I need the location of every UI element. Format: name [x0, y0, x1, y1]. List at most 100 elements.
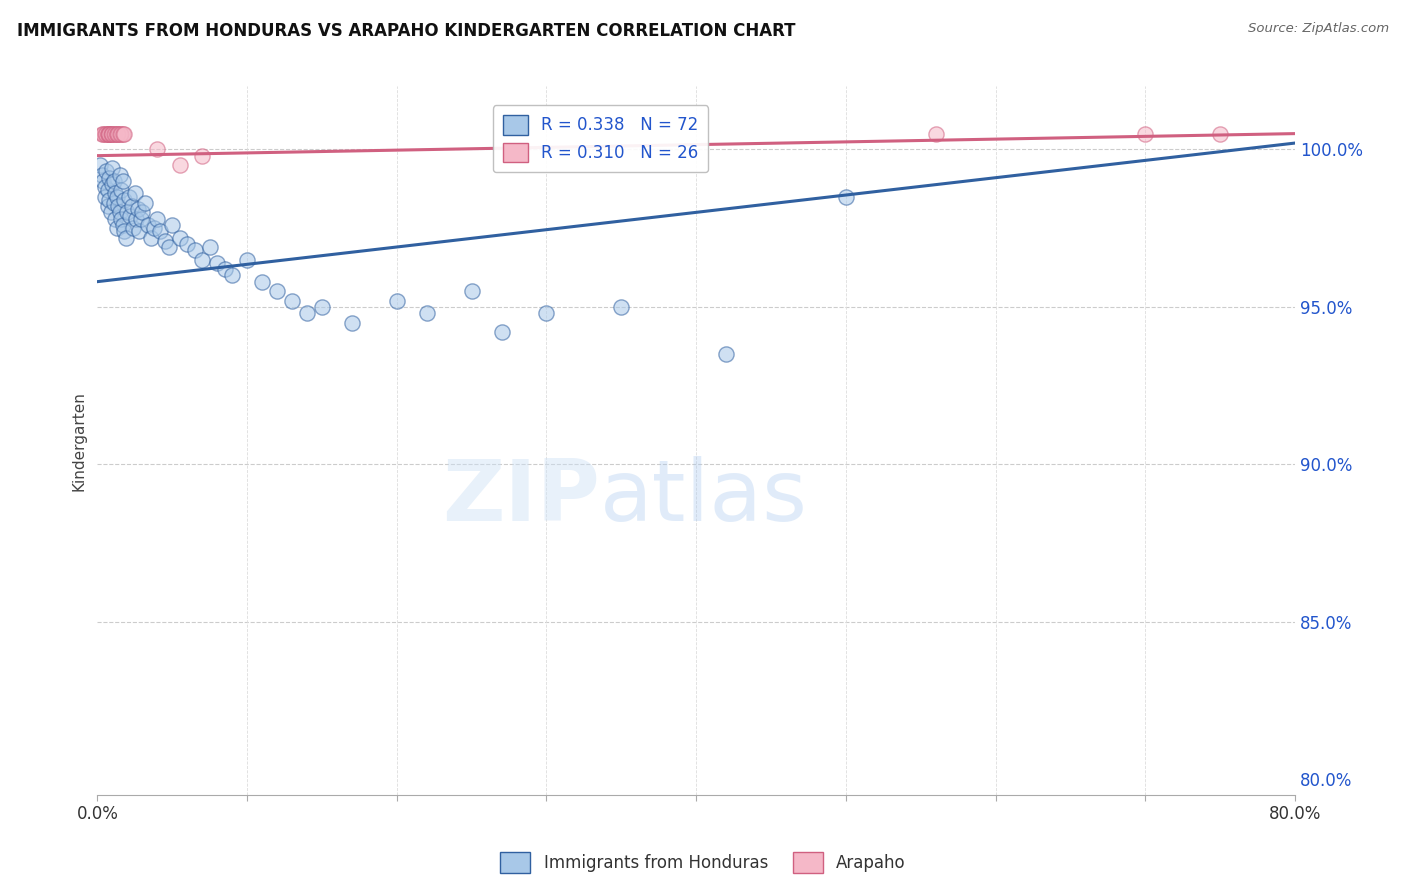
Y-axis label: Kindergarten: Kindergarten [72, 391, 86, 491]
Point [100, 205, 122, 219]
Point [1209, 127, 1232, 141]
Point [198, 240, 221, 254]
Point [108, 168, 131, 182]
Point [124, 186, 146, 201]
Point [97, 183, 120, 197]
Point [108, 205, 131, 219]
Point [107, 199, 129, 213]
Point [105, 189, 128, 203]
Point [221, 268, 243, 283]
Text: IMMIGRANTS FROM HONDURAS VS ARAPAHO KINDERGARTEN CORRELATION CHART: IMMIGRANTS FROM HONDURAS VS ARAPAHO KIND… [17, 22, 796, 40]
Point [153, 234, 176, 248]
Point [112, 193, 135, 207]
Point [149, 224, 172, 238]
Point [122, 221, 145, 235]
Point [169, 158, 191, 172]
Text: ZIP: ZIP [443, 456, 600, 539]
Point [281, 293, 304, 308]
Point [127, 202, 149, 217]
Point [157, 240, 180, 254]
Point [311, 300, 333, 314]
Point [103, 174, 125, 188]
Point [105, 127, 128, 141]
Point [134, 195, 156, 210]
Point [191, 149, 214, 163]
Point [111, 174, 134, 188]
Point [96, 127, 118, 141]
Point [104, 186, 127, 201]
Point [131, 205, 153, 219]
Point [214, 262, 236, 277]
Point [97, 199, 120, 213]
Point [714, 347, 737, 361]
Point [94, 180, 117, 194]
Point [460, 284, 482, 298]
Point [385, 293, 408, 308]
Point [191, 252, 214, 267]
Point [98, 127, 121, 141]
Point [107, 127, 129, 141]
Point [121, 199, 143, 213]
Point [925, 127, 948, 141]
Point [98, 170, 121, 185]
Legend: R = 0.338   N = 72, R = 0.310   N = 26: R = 0.338 N = 72, R = 0.310 N = 26 [492, 105, 709, 172]
Point [89, 158, 111, 172]
Point [136, 218, 159, 232]
Point [101, 127, 124, 141]
Point [536, 306, 558, 320]
Point [117, 205, 139, 219]
Point [169, 230, 191, 244]
Point [110, 211, 132, 226]
Point [129, 211, 152, 226]
Point [91, 127, 114, 141]
Point [295, 306, 318, 320]
Point [491, 325, 513, 339]
Point [90, 168, 112, 182]
Point [110, 127, 132, 141]
Point [97, 127, 120, 141]
Point [103, 127, 125, 141]
Point [96, 164, 118, 178]
Point [111, 218, 134, 232]
Point [143, 221, 166, 235]
Point [111, 127, 134, 141]
Point [112, 127, 135, 141]
Point [146, 211, 169, 226]
Point [128, 224, 150, 238]
Point [250, 275, 273, 289]
Point [205, 256, 228, 270]
Point [100, 127, 122, 141]
Point [141, 230, 163, 244]
Point [103, 195, 125, 210]
Point [94, 189, 117, 203]
Point [114, 230, 136, 244]
Point [340, 316, 363, 330]
Point [94, 127, 117, 141]
Point [183, 243, 205, 257]
Point [105, 221, 128, 235]
Point [1135, 127, 1157, 141]
Point [101, 177, 124, 191]
Point [415, 306, 437, 320]
Point [266, 284, 288, 298]
Point [120, 209, 142, 223]
Legend: Immigrants from Honduras, Arapaho: Immigrants from Honduras, Arapaho [494, 846, 912, 880]
Point [125, 211, 148, 226]
Point [610, 300, 633, 314]
Point [98, 193, 121, 207]
Point [108, 127, 131, 141]
Point [835, 189, 858, 203]
Point [101, 127, 124, 141]
Point [97, 127, 120, 141]
Point [98, 127, 121, 141]
Point [91, 174, 114, 188]
Point [160, 218, 183, 232]
Point [112, 224, 135, 238]
Point [118, 189, 141, 203]
Point [146, 142, 169, 156]
Point [110, 183, 132, 197]
Point [90, 127, 112, 141]
Point [104, 127, 127, 141]
Text: Source: ZipAtlas.com: Source: ZipAtlas.com [1249, 22, 1389, 36]
Point [176, 236, 198, 251]
